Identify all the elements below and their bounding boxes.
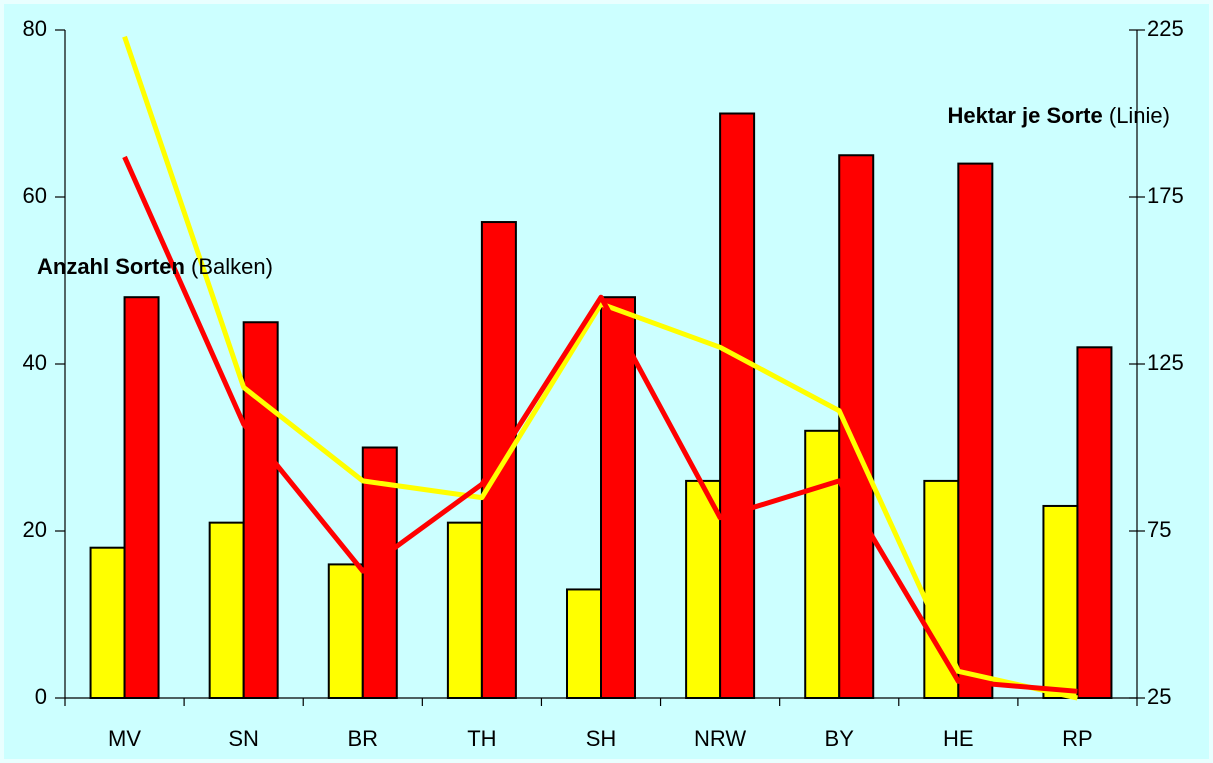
x-tick-label: MV [108,726,141,751]
bar [208,521,245,700]
bar [566,588,602,700]
annotation: Anzahl Sorten (Balken) [37,254,273,279]
y2-tick-label: 125 [1147,350,1184,375]
y-tick-label: 0 [35,684,47,709]
annotation-text: (Balken) [185,254,273,279]
y-tick-label: 20 [23,517,47,542]
line [122,155,1078,694]
y-tick-label: 80 [23,16,47,41]
bar [719,112,756,699]
annotation: Hektar je Sorte (Linie) [947,103,1170,128]
bar [600,296,636,699]
y2-tick-label: 25 [1147,684,1171,709]
x-tick-label: SN [228,726,259,751]
y2-tick-label: 175 [1147,183,1184,208]
bar [1076,346,1113,699]
bar [123,296,160,699]
bar [1042,504,1079,700]
x-tick-label: BR [347,726,378,751]
x-tick-label: SH [586,726,617,751]
x-tick-label: NRW [694,726,746,751]
x-tick-label: BY [825,726,855,751]
y-tick-label: 40 [23,350,47,375]
line [122,35,1078,701]
x-tick-label: TH [467,726,496,751]
x-tick-label: RP [1062,726,1093,751]
bar [327,563,364,700]
annotation-text: (Linie) [1103,103,1170,128]
y2-tick-label: 75 [1147,517,1171,542]
bar [89,546,126,700]
bar [804,429,841,699]
y-tick-label: 60 [23,183,47,208]
bar [446,521,483,700]
bar [957,162,994,700]
bar [242,321,279,699]
y2-tick-label: 225 [1147,16,1184,41]
annotation-bold: Hektar je Sorte [947,103,1102,128]
annotation-bold: Anzahl Sorten [37,254,185,279]
x-tick-label: HE [943,726,974,751]
bar [685,479,722,699]
